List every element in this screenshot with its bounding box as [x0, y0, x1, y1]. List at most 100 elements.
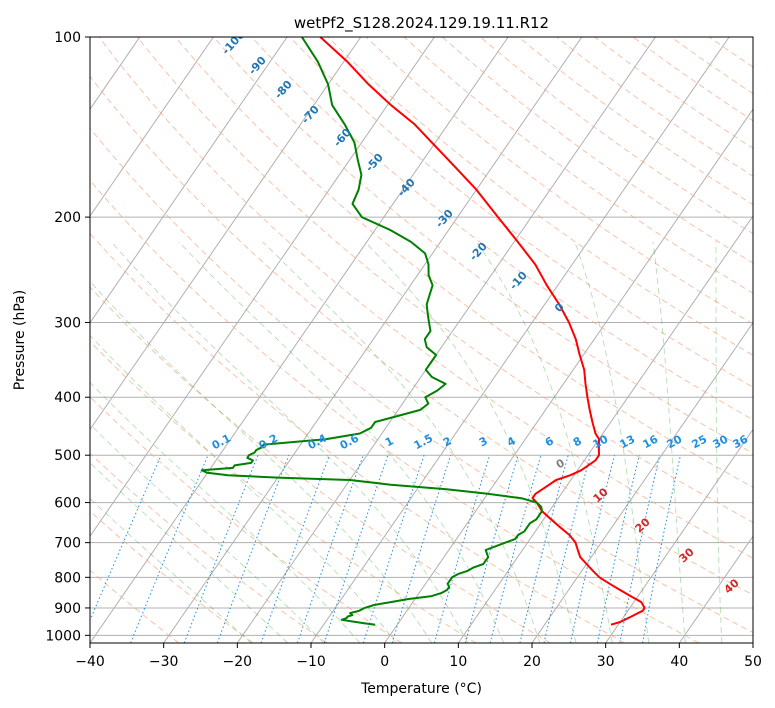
profile-lines	[200, 37, 646, 626]
mixing-ratio-label: 25	[690, 433, 710, 452]
mixing-ratio-line	[260, 455, 330, 643]
dry-adiabat	[90, 452, 328, 643]
dry-adiabat-label: -80	[272, 78, 295, 102]
mixing-ratio-label: 10	[591, 432, 611, 451]
isotherm-gridline	[678, 535, 753, 643]
mixing-ratio-line	[130, 455, 209, 643]
mixing-ratio-line	[596, 455, 640, 643]
moist-adiabat	[652, 241, 686, 643]
mixing-ratio-label: 1.5	[412, 432, 435, 453]
moist-adiabat	[574, 241, 650, 643]
x-tick-label: 10	[449, 654, 467, 670]
mixing-ratio-line	[619, 455, 661, 643]
y-tick-label: 600	[54, 496, 81, 512]
dry-adiabat	[174, 37, 753, 488]
dry-adiabat-label: -90	[246, 54, 269, 78]
dry-adiabat-label: -20	[467, 240, 490, 264]
plot-area: -100-90-80-70-60-50-40-30-20-10010203040…	[0, 28, 753, 643]
y-tick-label: 800	[54, 570, 81, 586]
moist-adiabat	[90, 280, 433, 643]
dry-adiabat-label: -70	[299, 103, 322, 127]
dry-adiabat	[251, 37, 753, 421]
moist-adiabat	[90, 381, 361, 643]
dry-adiabat-label: -100	[219, 28, 247, 57]
x-axis: −40 −30 −20 −10 0 10 20 30 40 50	[75, 643, 762, 670]
moist-adiabat-label: 40	[722, 576, 742, 596]
isotherm-gridline	[0, 37, 66, 643]
isotherm-gridline	[90, 37, 214, 217]
moist-adiabat	[178, 241, 505, 643]
x-tick-label: −40	[75, 654, 105, 670]
isotherm-gridline	[384, 108, 753, 643]
y-tick-label: 100	[54, 30, 81, 46]
mixing-ratio-line	[489, 455, 542, 643]
mixing-ratio-label: 0.1	[210, 432, 233, 453]
isotherm-gridline	[236, 37, 656, 643]
mixing-ratio-label: 20	[665, 432, 685, 451]
mixing-ratio-line	[519, 455, 569, 643]
mixing-ratio-line	[464, 455, 519, 643]
mixing-ratio-line	[183, 455, 259, 643]
x-tick-label: −20	[223, 654, 253, 670]
mixing-ratio-line	[569, 455, 615, 643]
dry-adiabat	[289, 37, 753, 388]
moist-adiabat	[90, 334, 397, 643]
mixing-ratio-line	[433, 455, 491, 643]
dewpoint-line	[200, 37, 543, 626]
isotherm-gridline	[90, 37, 288, 324]
mixing-ratio-line	[362, 455, 425, 643]
dry-adiabat	[632, 37, 753, 122]
y-tick-label: 300	[54, 315, 81, 331]
y-axis-label: Pressure (hPa)	[12, 290, 28, 390]
dry-adiabat	[365, 37, 753, 325]
moist-adiabat	[90, 497, 252, 643]
dry-adiabat-label: -10	[507, 269, 530, 293]
isotherm-gridline	[457, 215, 753, 643]
x-tick-label: −30	[149, 654, 179, 670]
dry-adiabat	[90, 396, 402, 643]
background-lines	[0, 37, 753, 643]
dry-adiabat	[90, 340, 477, 643]
dry-adiabat-label: -50	[363, 151, 386, 175]
dry-adiabat	[403, 37, 753, 294]
mixing-ratio-label: 6	[543, 434, 556, 449]
mixing-ratio-line	[90, 455, 162, 622]
dry-adiabat	[90, 75, 753, 596]
mixing-ratio-label: 3	[477, 434, 490, 449]
mixing-ratio-label: 30	[711, 432, 731, 451]
isotherm-gridline	[752, 642, 753, 643]
dry-adiabat	[90, 179, 700, 643]
dry-adiabat	[480, 37, 753, 235]
mixing-ratio-label: 0.4	[306, 431, 330, 452]
moist-adiabat	[475, 241, 613, 643]
y-tick-label: 400	[54, 390, 81, 406]
x-axis-label: Temperature (°C)	[360, 681, 482, 697]
isotherm-gridline	[90, 37, 362, 431]
dry-adiabat	[327, 37, 753, 356]
isotherm-gridline	[605, 428, 753, 643]
dry-adiabat	[90, 286, 551, 643]
x-tick-label: 40	[670, 654, 688, 670]
x-tick-label: 0	[380, 654, 389, 670]
moist-adiabat	[90, 462, 288, 643]
mixing-ratio-line	[391, 455, 452, 643]
mixing-ratio-label: 36	[731, 432, 751, 451]
mixing-ratio-line	[216, 455, 290, 643]
dry-adiabat	[518, 37, 753, 206]
temperature-line	[319, 37, 646, 626]
mixing-ratio-label: 0.2	[257, 432, 280, 453]
dry-adiabat	[441, 37, 753, 264]
x-tick-label: 20	[523, 654, 541, 670]
x-tick-label: 30	[597, 654, 615, 670]
mixing-ratio-label: 16	[641, 432, 661, 451]
zero-label: 0	[554, 456, 567, 471]
line-labels: -100-90-80-70-60-50-40-30-20-10010203040…	[210, 28, 751, 596]
dry-adiabat	[90, 127, 753, 634]
mixing-ratio-label: 8	[571, 434, 584, 449]
dry-adiabat-label: -60	[331, 126, 354, 150]
mixing-ratio-line	[642, 455, 681, 643]
y-tick-label: 900	[54, 601, 81, 617]
y-tick-label: 500	[54, 448, 81, 464]
isotherm-gridline	[90, 37, 435, 538]
